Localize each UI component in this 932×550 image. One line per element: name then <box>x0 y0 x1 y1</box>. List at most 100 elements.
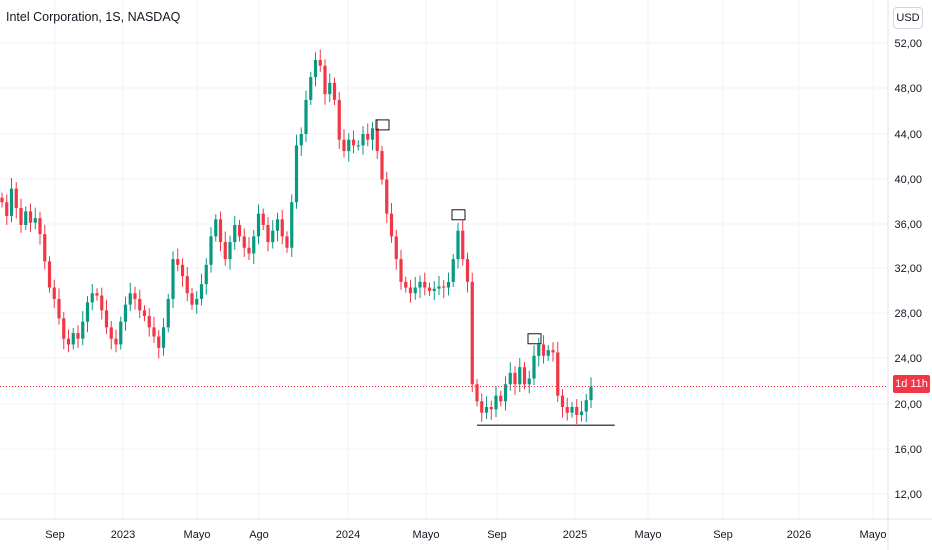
candle-body <box>484 407 489 413</box>
time-tick-label: Ago <box>249 529 269 541</box>
candle-body <box>537 344 541 356</box>
candle-body <box>437 286 441 289</box>
annotation-box <box>527 333 542 345</box>
candle-body <box>218 219 223 243</box>
candle-body <box>456 230 460 260</box>
candle-body <box>152 327 156 337</box>
candle-body <box>14 188 18 208</box>
candle-body <box>43 234 47 262</box>
candle-body <box>242 236 246 248</box>
candle-body <box>176 259 180 265</box>
candle-body <box>142 310 147 316</box>
candle-body <box>166 298 170 328</box>
candle-body <box>180 264 185 277</box>
candle-body <box>532 355 536 379</box>
price-tick-label: 28,00 <box>894 308 922 320</box>
candle-body <box>33 218 37 223</box>
candle-body <box>104 310 109 328</box>
time-tick-label: Sep <box>487 529 507 541</box>
time-tick-label: 2025 <box>563 529 587 541</box>
candle-body <box>337 99 341 140</box>
candle-body <box>119 321 123 345</box>
candle-body <box>323 65 327 95</box>
price-tick-label: 20,00 <box>894 399 922 411</box>
candle-body <box>52 287 56 299</box>
candle-body <box>465 259 470 282</box>
candle-body <box>351 139 356 146</box>
candle-body <box>489 407 493 410</box>
candle-body <box>423 281 427 288</box>
candle-body <box>356 145 360 147</box>
candle-body <box>252 236 256 254</box>
candle-body <box>28 211 33 223</box>
candle-body <box>318 60 322 66</box>
candle-body <box>475 384 479 402</box>
currency-button[interactable]: USD <box>893 7 923 29</box>
candle-body <box>413 287 417 294</box>
candle-body <box>209 236 213 265</box>
time-tick-label: Mayo <box>635 529 662 541</box>
candle-body <box>204 264 208 285</box>
candle-body <box>19 207 23 225</box>
candle-body <box>541 344 546 356</box>
candle-body <box>361 134 365 146</box>
chart-title: Intel Corporation, 1S, NASDAQ <box>6 10 181 24</box>
candle-body <box>237 225 242 237</box>
candle-body <box>47 261 52 288</box>
candles <box>0 49 593 425</box>
candle-body <box>123 304 128 322</box>
candle-body <box>199 284 204 299</box>
candle-body <box>138 298 142 311</box>
candle-body <box>313 60 318 78</box>
candle-body <box>109 327 113 339</box>
price-tick-label: 36,00 <box>894 219 922 231</box>
candle-body <box>375 128 379 152</box>
time-tick-label: Sep <box>713 529 733 541</box>
time-tick-label: Sep <box>45 529 65 541</box>
time-tick-label: 2024 <box>336 529 360 541</box>
candle-body <box>299 134 303 146</box>
price-tick-label: 44,00 <box>894 129 922 141</box>
candle-body <box>560 395 565 407</box>
candle-body <box>342 139 346 152</box>
candle-body <box>147 316 151 328</box>
candle-body <box>161 327 166 348</box>
candle-body <box>565 407 569 413</box>
candle-body <box>214 219 218 237</box>
candle-body <box>399 259 403 282</box>
candle-body <box>380 151 384 180</box>
candle-body <box>0 197 4 203</box>
candle-body <box>271 230 275 243</box>
candle-body <box>347 139 351 152</box>
candle-body <box>480 401 484 413</box>
candle-body <box>261 213 265 225</box>
candle-body <box>81 321 85 339</box>
candle-body <box>408 287 413 294</box>
candle-body <box>247 247 251 254</box>
candle-body <box>570 407 574 413</box>
candle-body <box>503 384 508 402</box>
candle-body <box>38 218 42 235</box>
candle-body <box>370 128 375 140</box>
candle-body <box>446 281 451 288</box>
candle-body <box>5 202 9 216</box>
candle-body <box>233 225 237 243</box>
candle-body <box>385 179 389 214</box>
candle-body <box>100 295 104 311</box>
candle-body <box>427 287 432 291</box>
candle-body <box>589 386 593 401</box>
price-axis: 52,00 48,00 44,00 40,00 36,00 32,00 28,00 24,00… <box>894 38 922 501</box>
time-tick-label: 2023 <box>111 529 135 541</box>
candle-body <box>551 350 555 353</box>
time-tick-label: 2026 <box>787 529 811 541</box>
candle-body <box>366 134 370 140</box>
candle-body <box>133 293 137 299</box>
candle-body <box>171 259 175 299</box>
candle-body <box>71 333 75 345</box>
candle-body <box>85 302 90 322</box>
candle-body <box>451 259 455 282</box>
price-tick-label: 24,00 <box>894 353 922 365</box>
candle-body <box>494 395 498 410</box>
candle-body <box>266 225 270 243</box>
